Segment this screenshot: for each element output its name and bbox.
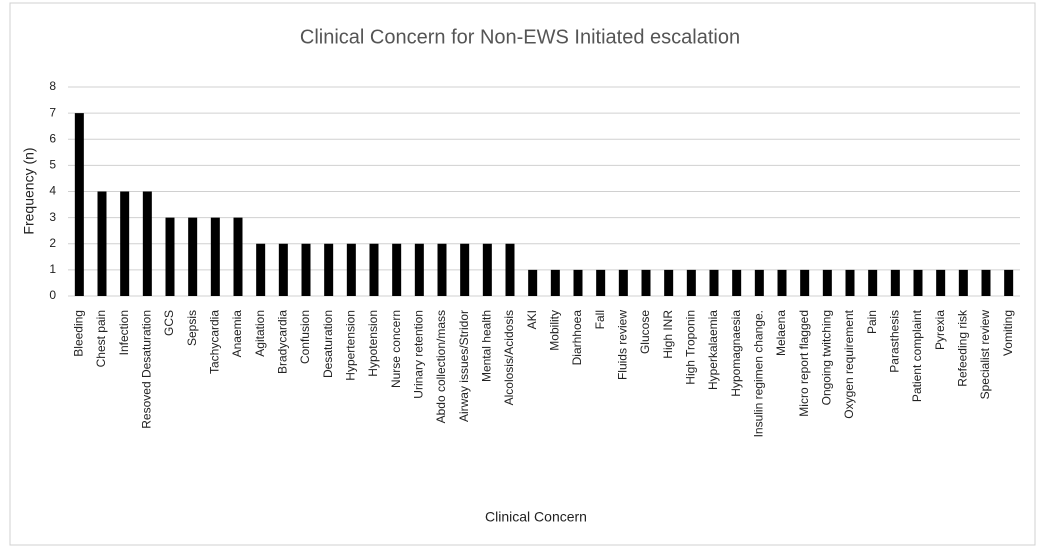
x-tick-label: Confusion [298, 310, 312, 364]
x-tick-label: Anaemia [230, 310, 244, 358]
bar [618, 269, 628, 296]
x-tick-label: Mental health [480, 310, 494, 382]
bar [165, 217, 175, 296]
bar [686, 269, 696, 296]
bar [641, 269, 651, 296]
x-tick-label: Hypertension [344, 310, 358, 381]
x-tick-label: Desaturation [321, 310, 335, 378]
y-tick-label: 5 [49, 158, 56, 172]
bar [550, 269, 560, 296]
x-tick-label: Insulin regimen change. [752, 310, 766, 437]
bar [278, 243, 288, 296]
x-tick-label: Melaena [774, 310, 788, 356]
x-tick-label: Pyrexia [933, 310, 947, 350]
x-tick-label: Refeeding risk [956, 309, 970, 387]
bar [528, 269, 538, 296]
bar [346, 243, 356, 296]
bar [188, 217, 198, 296]
bar [709, 269, 719, 296]
x-tick-label: Micro report flagged [797, 310, 811, 417]
x-tick-label: Patient complaint [910, 309, 924, 402]
y-tick-label: 2 [49, 236, 56, 250]
bar [958, 269, 968, 296]
x-tick-label: High Troponin [684, 310, 698, 385]
x-tick-label: AKI [525, 310, 539, 329]
x-tick-label: Hypotension [366, 310, 380, 377]
y-tick-label: 7 [49, 105, 56, 119]
bar [256, 243, 266, 296]
y-tick-label: 0 [49, 288, 56, 302]
bar [392, 243, 402, 296]
bar [981, 269, 991, 296]
bar [936, 269, 946, 296]
x-tick-label: Abdo collection/mass [434, 310, 448, 423]
bar [1004, 269, 1014, 296]
x-tick-label: Chest pain [94, 310, 108, 367]
x-tick-label: Bradycardia [276, 310, 290, 374]
bar [845, 269, 855, 296]
x-tick-label: Fall [593, 310, 607, 329]
chart-frame [9, 2, 1036, 546]
bar [596, 269, 606, 296]
x-tick-label: Urinary retention [412, 310, 426, 399]
y-tick-label: 6 [49, 131, 56, 145]
x-tick-label: Sepsis [185, 310, 199, 346]
bar [437, 243, 447, 296]
x-tick-label: Pain [865, 310, 879, 334]
bar [890, 269, 900, 296]
bar [74, 113, 84, 296]
bar [800, 269, 810, 296]
bar [369, 243, 379, 296]
bar [777, 269, 787, 296]
x-tick-label: Ongoing twitching [820, 310, 834, 405]
y-tick-label: 1 [49, 262, 56, 276]
x-tick-label: GCS [162, 310, 176, 336]
x-tick-label: Mobility [548, 310, 562, 351]
y-tick-label: 4 [49, 184, 56, 198]
x-tick-label: Oxygen requirement [842, 309, 856, 418]
x-tick-label: Nurse concern [389, 310, 403, 388]
chart-title: Clinical Concern for Non-EWS Initiated e… [300, 26, 740, 48]
x-tick-label: Hypomagnaesia [729, 310, 743, 397]
x-tick-label: Bleeding [72, 310, 86, 357]
bar [868, 269, 878, 296]
x-tick-label: Vomiting [1001, 310, 1015, 356]
x-tick-label: Agitation [253, 310, 267, 357]
bar [482, 243, 492, 296]
bar [142, 191, 152, 296]
bar [732, 269, 742, 296]
x-tick-label: Parasthesis [888, 310, 902, 373]
x-tick-label: High INR [661, 310, 675, 359]
y-tick-label: 3 [49, 210, 56, 224]
x-tick-label: Infection [117, 310, 131, 355]
x-tick-label: Hyperkalaemia [706, 310, 720, 390]
x-tick-label: Fluids review [616, 310, 630, 380]
bar [233, 217, 243, 296]
x-tick-label: Diarhhoea [570, 310, 584, 366]
bar [324, 243, 334, 296]
bar [573, 269, 583, 296]
bar [414, 243, 424, 296]
bar [460, 243, 470, 296]
bar [664, 269, 674, 296]
bar [210, 217, 220, 296]
x-tick-label: Specialist review [978, 310, 992, 400]
y-axis-label: Frequency (n) [21, 147, 37, 234]
x-tick-label: Resoved Desaturation [140, 310, 154, 429]
x-tick-label: Alcolosis/Acidosis [502, 310, 516, 405]
bar [754, 269, 764, 296]
y-tick-label: 8 [49, 79, 56, 93]
bar [120, 191, 130, 296]
x-tick-label: Airway issues/Stridor [457, 310, 471, 422]
bar [97, 191, 107, 296]
bar [301, 243, 311, 296]
x-tick-label: Glucose [638, 310, 652, 354]
bar [913, 269, 923, 296]
x-tick-label: Tachycardia [208, 310, 222, 374]
x-axis-label: Clinical Concern [485, 509, 587, 525]
bar [822, 269, 832, 296]
bar [505, 243, 515, 296]
